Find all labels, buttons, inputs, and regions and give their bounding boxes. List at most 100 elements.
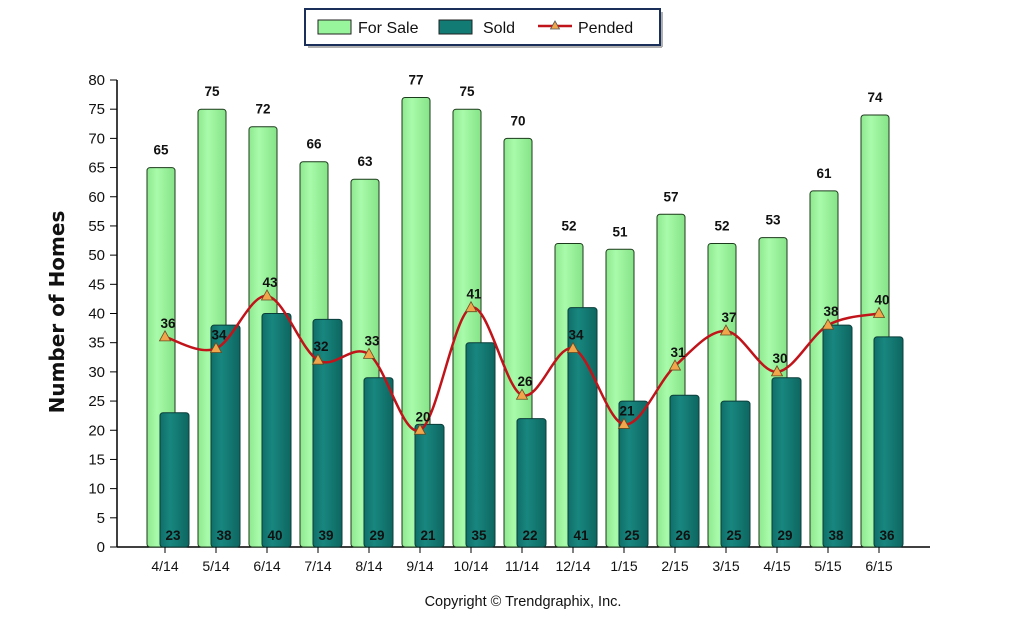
pended-value-label: 32 xyxy=(313,339,328,354)
pended-value-label: 40 xyxy=(874,293,889,308)
bar-for-sale-value-label: 72 xyxy=(255,102,270,117)
pended-value-label: 38 xyxy=(823,304,839,319)
bar-sold xyxy=(669,394,700,548)
bar-sold xyxy=(720,400,751,548)
y-tick-label: 15 xyxy=(88,451,105,468)
bar-sold-value-label: 25 xyxy=(726,528,742,543)
bar-for-sale-value-label: 75 xyxy=(204,84,220,99)
x-tick-label: 7/14 xyxy=(304,558,331,574)
x-tick-label: 1/15 xyxy=(610,558,637,574)
bar-sold-value-label: 22 xyxy=(522,528,537,543)
pended-marker xyxy=(362,347,376,359)
pended-marker xyxy=(617,417,631,429)
bar-sold xyxy=(312,318,343,548)
pended-value-label: 34 xyxy=(211,328,227,343)
pended-value-label: 34 xyxy=(568,328,584,343)
series-sold: 23 38 40 39 29 21 35 22 41 25 26 25 29 38 36 xyxy=(159,307,904,548)
bar-sold xyxy=(210,324,241,548)
bar-sold-value-label: 35 xyxy=(471,528,487,543)
legend-label-pended: Pended xyxy=(578,20,633,37)
bar-sold-value-label: 38 xyxy=(828,528,844,543)
bar-sold xyxy=(465,342,496,548)
y-ticks: 0 5 10 15 20 25 30 35 40 45 50 55 60 65 70 75 80 xyxy=(88,72,117,556)
legend-swatch-pended-marker xyxy=(549,20,561,30)
x-tick-label: 5/15 xyxy=(814,558,841,574)
pended-marker xyxy=(260,289,274,301)
bar-sold-value-label: 26 xyxy=(675,528,691,543)
bar-for-sale-value-label: 70 xyxy=(510,113,525,128)
x-tick-label: 9/14 xyxy=(406,558,433,574)
bar-sold xyxy=(261,313,292,548)
pended-marker xyxy=(770,365,784,377)
pended-value-label: 36 xyxy=(160,316,176,331)
bar-for-sale-value-label: 52 xyxy=(714,218,729,233)
pended-marker xyxy=(566,341,580,353)
x-tick-label: 6/14 xyxy=(253,558,280,574)
x-tick-label: 4/15 xyxy=(763,558,790,574)
y-tick-label: 10 xyxy=(88,481,105,498)
x-tick-label: 6/15 xyxy=(865,558,892,574)
y-tick-label: 80 xyxy=(88,72,105,89)
y-tick-label: 55 xyxy=(88,218,105,235)
bar-sold xyxy=(414,423,445,548)
legend-frame xyxy=(304,8,661,46)
x-tick-label: 8/14 xyxy=(355,558,382,574)
pended-value-label: 33 xyxy=(364,333,380,348)
y-tick-label: 40 xyxy=(88,306,105,323)
y-tick-label: 25 xyxy=(88,393,105,410)
y-tick-label: 45 xyxy=(88,276,105,293)
bar-for-sale-value-label: 75 xyxy=(459,84,475,99)
y-tick-label: 20 xyxy=(88,422,105,439)
bar-sold-value-label: 25 xyxy=(624,528,640,543)
bar-sold-value-label: 29 xyxy=(777,528,792,543)
pended-marker xyxy=(872,306,886,318)
bar-for-sale-value-label: 66 xyxy=(306,137,322,152)
bar-sold-value-label: 36 xyxy=(879,528,895,543)
x-tick-label: 11/14 xyxy=(505,558,539,574)
bar-sold xyxy=(159,412,190,548)
pended-value-label: 20 xyxy=(415,409,430,424)
bar-for-sale-value-label: 53 xyxy=(765,213,781,228)
pended-marker xyxy=(668,359,682,371)
bar-sold-value-label: 39 xyxy=(318,528,333,543)
y-axis-title: Number of Homes xyxy=(45,211,69,414)
pended-marker xyxy=(413,423,427,435)
pended-marker xyxy=(464,300,478,313)
y-tick-label: 75 xyxy=(88,101,105,118)
x-tick-label: 10/14 xyxy=(453,558,488,574)
pended-value-label: 26 xyxy=(517,374,533,389)
legend-swatch-sold xyxy=(438,19,473,35)
y-tick-label: 0 xyxy=(97,539,105,556)
legend: For Sale Sold Pended xyxy=(304,8,663,48)
series-pended: 36 34 43 32 33 20 41 26 34 21 31 37 30 38 40 xyxy=(158,275,890,435)
x-tick-label: 3/15 xyxy=(712,558,739,574)
pended-marker xyxy=(158,330,172,342)
x-tick-label: 2/15 xyxy=(661,558,688,574)
copyright-footer: Copyright © Trendgraphix, Inc. xyxy=(425,594,622,610)
y-tick-label: 70 xyxy=(88,130,105,147)
bar-for-sale-value-label: 52 xyxy=(561,218,576,233)
bar-sold-value-label: 38 xyxy=(216,528,232,543)
bar-for-sale-value-label: 61 xyxy=(816,166,832,181)
x-tick-label: 12/14 xyxy=(555,558,590,574)
pended-marker xyxy=(209,341,223,353)
bar-for-sale-value-label: 77 xyxy=(408,73,423,88)
x-tick-label: 5/14 xyxy=(202,558,229,574)
pended-value-label: 21 xyxy=(619,403,635,418)
bar-for-sale-value-label: 65 xyxy=(153,143,169,158)
pended-value-label: 37 xyxy=(721,310,736,325)
bar-for-sale-value-label: 57 xyxy=(663,189,678,204)
bar-sold-value-label: 23 xyxy=(165,528,181,543)
y-tick-label: 5 xyxy=(97,510,105,527)
pended-marker xyxy=(515,388,529,400)
legend-label-for-sale: For Sale xyxy=(358,20,419,37)
pended-marker xyxy=(311,353,325,365)
pended-value-label: 31 xyxy=(670,345,686,360)
y-tick-label: 60 xyxy=(88,189,105,206)
bar-for-sale-value-label: 74 xyxy=(867,90,883,105)
bar-sold-value-label: 29 xyxy=(369,528,384,543)
bar-sold-value-label: 40 xyxy=(267,528,282,543)
bar-sold xyxy=(873,336,904,548)
x-tick-label: 4/14 xyxy=(151,558,178,574)
